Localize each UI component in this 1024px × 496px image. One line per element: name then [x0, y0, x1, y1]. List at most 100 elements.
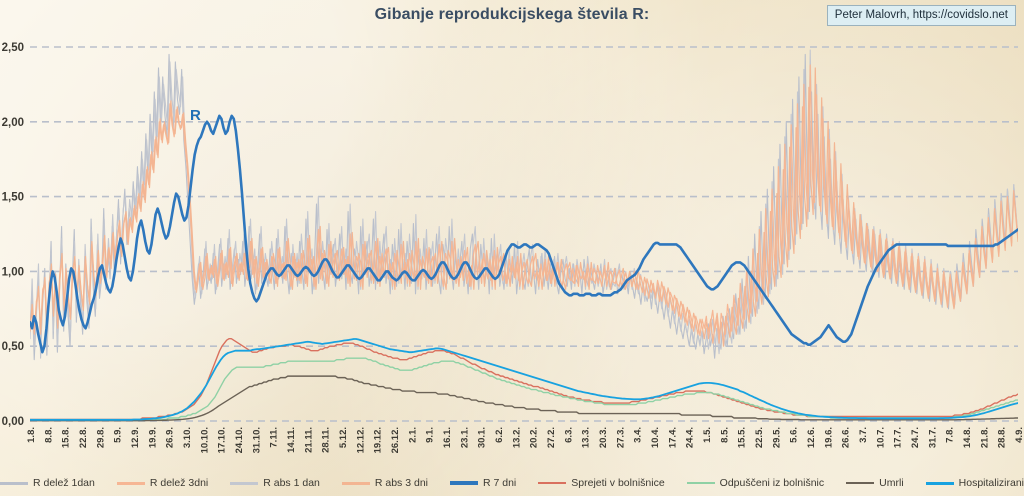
x-tick-label: 22.8. [78, 427, 89, 448]
x-tick-label: 5.12. [338, 427, 349, 448]
x-tick-label: 31.10. [251, 427, 262, 453]
legend-item[interactable]: Sprejeti v bolnišnice [527, 477, 675, 489]
series-lines [30, 49, 1018, 422]
x-tick-label: 19.9. [147, 427, 158, 448]
x-tick-label: 26.12. [390, 427, 401, 453]
x-tick-label: 22.5. [754, 427, 765, 448]
x-tick-label: 5.9. [113, 427, 124, 443]
r-annotation-label: R [190, 107, 201, 124]
legend-label: R 7 dni [483, 477, 517, 489]
x-tick-label: 8.8. [43, 427, 54, 443]
x-tick-label: 2.1. [407, 427, 418, 443]
legend-label: Umrli [879, 477, 904, 489]
x-tick-label: 29.5. [771, 427, 782, 448]
legend-swatch [341, 481, 370, 485]
legend-swatch [538, 482, 567, 484]
x-tick-label: 15.5. [737, 427, 748, 448]
y-tick-label: 2,00 [2, 117, 24, 129]
x-tick-label: 17.7. [893, 427, 904, 448]
x-tick-label: 16.1. [442, 427, 453, 448]
legend-label: Odpuščeni iz bolnišnic [719, 477, 825, 489]
series-line [30, 357, 1018, 421]
y-tick-label: 2,50 [2, 42, 24, 54]
series-line [30, 338, 1018, 421]
x-tick-label: 13.2. [511, 427, 522, 448]
legend-item[interactable]: R delež 1dan [0, 477, 106, 489]
x-tick-label: 10.7. [875, 427, 886, 448]
gridlines [30, 46, 1018, 422]
legend-item[interactable]: Odpuščeni iz bolnišnic [676, 477, 835, 489]
x-tick-label: 27.3. [615, 427, 626, 448]
x-tick-label: 23.1. [459, 427, 470, 448]
x-tick-label: 30.1. [477, 427, 488, 448]
y-axis-tick-labels: 0,00 0,50 1,00 1,50 2,00 2,50 [2, 42, 24, 428]
x-tick-label: 31.7. [927, 427, 938, 448]
x-tick-label: 6.2. [494, 427, 505, 443]
legend-label: R abs 1 dan [263, 477, 320, 489]
x-tick-label: 3.4. [633, 427, 644, 443]
legend-swatch [116, 481, 145, 485]
x-axis-tick-labels: 1.8. 8.8. 15.8. 22.8. 29.8. 5.9. 12.9. 19.9. 26.… [26, 427, 1024, 453]
series-line [30, 114, 1018, 354]
x-tick-label: 12.12. [355, 427, 366, 453]
chart-legend: R delež 1dan R delež 3dni R abs 1 dan R abs… [0, 472, 1024, 494]
x-tick-label: 1.5. [702, 427, 713, 443]
legend-item[interactable]: Umrli [835, 477, 915, 489]
x-tick-label: 15.8. [61, 427, 72, 448]
legend-label: Hospitalizirani [958, 477, 1024, 489]
x-tick-label: 21.8. [979, 427, 990, 448]
x-tick-label: 26.9. [165, 427, 176, 448]
x-tick-label: 12.6. [806, 427, 817, 448]
legend-item[interactable]: R 7 dni [439, 477, 527, 489]
x-tick-label: 19.6. [823, 427, 834, 448]
series-line [30, 49, 1018, 359]
x-tick-label: 8.5. [719, 427, 730, 443]
x-tick-label: 24.7. [910, 427, 921, 448]
x-tick-label: 9.1. [425, 427, 436, 443]
x-tick-label: 28.11. [321, 427, 332, 453]
x-tick-label: 26.6. [841, 427, 852, 448]
x-tick-label: 24.10. [234, 427, 245, 453]
x-tick-label: 27.2. [546, 427, 557, 448]
x-tick-label: 20.2. [529, 427, 540, 448]
legend-swatch [846, 482, 875, 484]
legend-label: R delež 3dni [149, 477, 209, 489]
page-title: Gibanje reprodukcijskega števila R: [374, 6, 650, 23]
legend-swatch [686, 482, 715, 484]
x-tick-label: 7.8. [945, 427, 956, 443]
x-tick-label: 14.11. [286, 427, 297, 453]
x-tick-label: 12.9. [130, 427, 141, 448]
x-tick-label: 3.7. [858, 427, 869, 443]
y-tick-label: 0,50 [2, 341, 24, 353]
x-tick-label: 19.12. [373, 427, 384, 453]
legend-item[interactable]: R abs 1 dan [219, 477, 331, 489]
legend-swatch [230, 481, 259, 485]
x-tick-label: 14.8. [962, 427, 973, 448]
x-tick-label: 17.4. [667, 427, 678, 448]
x-tick-label: 21.11. [303, 427, 314, 453]
x-tick-label: 3.10. [182, 427, 193, 448]
x-tick-label: 24.4. [685, 427, 696, 448]
legend-label: Sprejeti v bolnišnice [571, 477, 665, 489]
legend-item[interactable]: Hospitalizirani [915, 477, 1024, 489]
y-tick-label: 1,00 [2, 266, 24, 278]
x-tick-label: 1.8. [26, 427, 37, 443]
series-line [30, 375, 1018, 422]
y-tick-label: 1,50 [2, 192, 24, 204]
x-tick-label: 10.10. [199, 427, 210, 453]
x-tick-label: 17.10. [217, 427, 228, 453]
legend-item[interactable]: R abs 3 dni [331, 477, 439, 489]
legend-swatch [0, 481, 28, 485]
series-line [30, 64, 1018, 344]
x-tick-label: 29.8. [95, 427, 106, 448]
x-tick-label: 5.6. [789, 427, 800, 443]
x-tick-label: 20.3. [598, 427, 609, 448]
credit-badge: Peter Malovrh, https://covidslo.net [826, 5, 1016, 26]
series-line [30, 67, 1018, 347]
x-tick-label: 13.3. [581, 427, 592, 448]
legend-item[interactable]: R delež 3dni [106, 477, 219, 489]
x-tick-label: 10.4. [650, 427, 661, 448]
series-line [30, 338, 1018, 421]
x-tick-label: 4.9. [1014, 427, 1024, 443]
